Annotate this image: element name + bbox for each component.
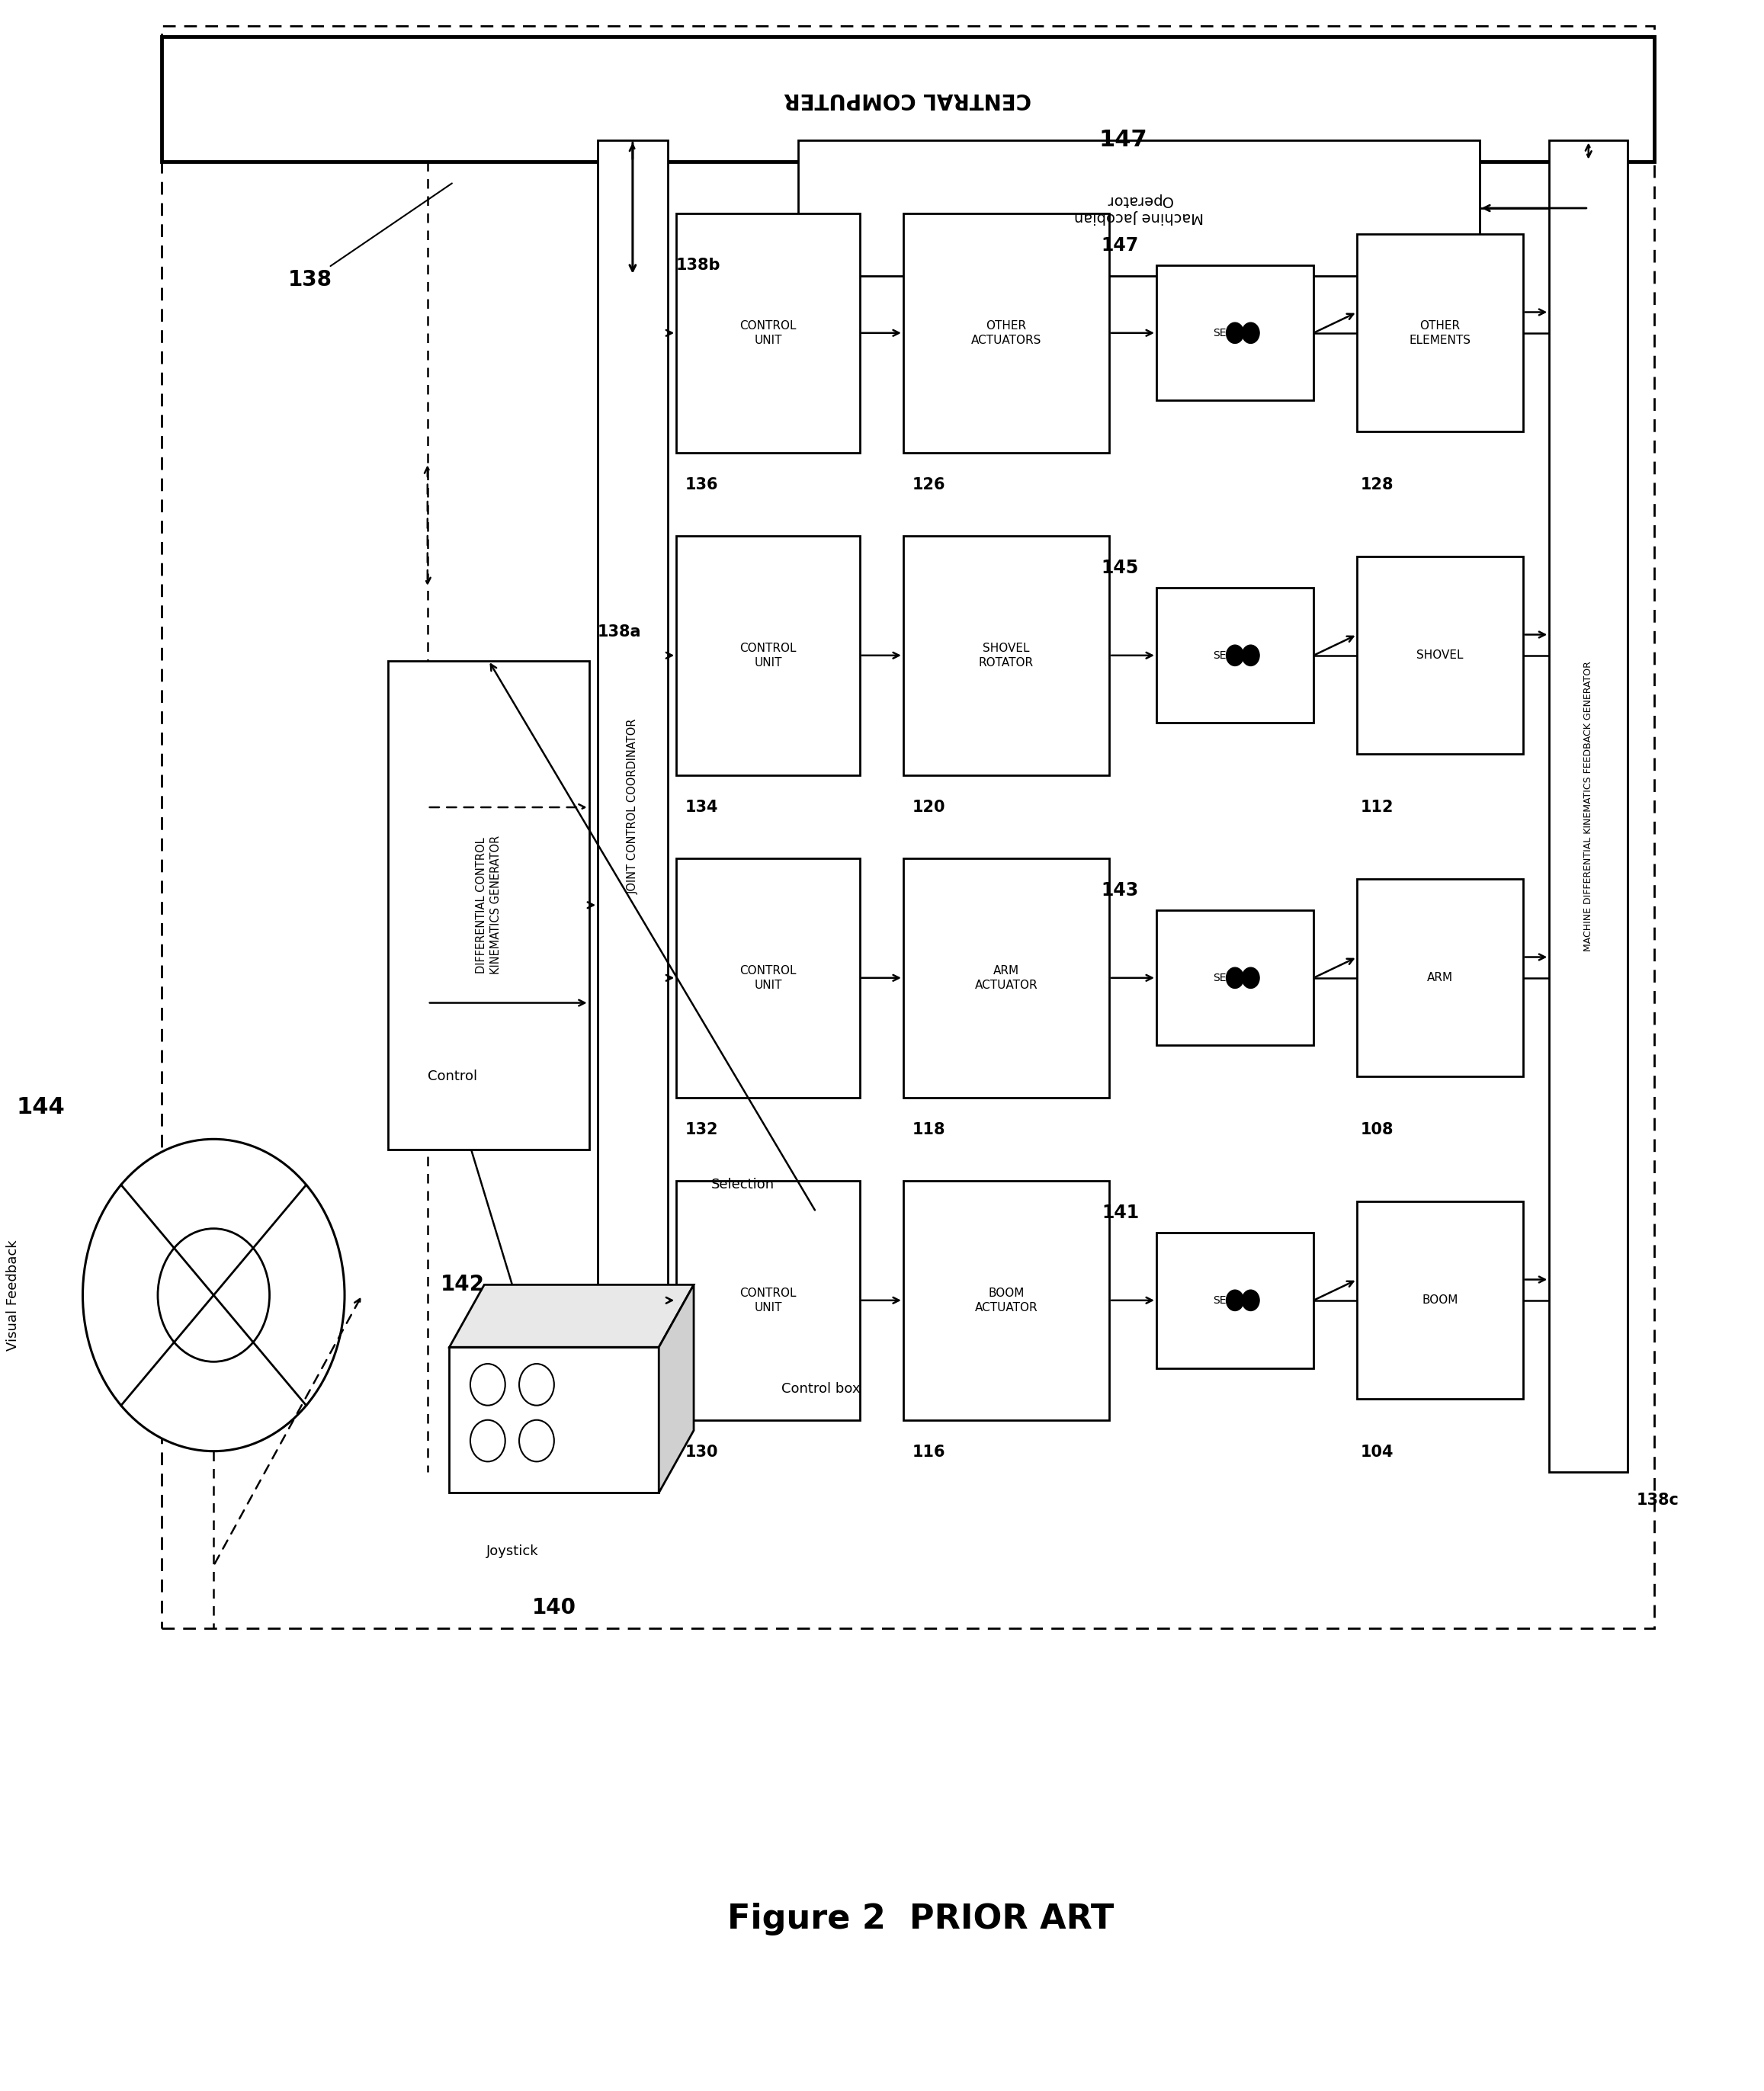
Bar: [799, 140, 1480, 276]
Text: 145: 145: [1101, 558, 1140, 577]
Circle shape: [1242, 1290, 1259, 1311]
Polygon shape: [658, 1284, 693, 1493]
Text: 138: 138: [288, 184, 452, 291]
Bar: [1357, 556, 1522, 755]
Bar: [903, 857, 1110, 1098]
Text: JOINT CONTROL COORDINATOR: JOINT CONTROL COORDINATOR: [626, 719, 639, 895]
Text: 136: 136: [684, 477, 718, 493]
Text: SENSOR: SENSOR: [1214, 328, 1256, 339]
Text: SENSOR: SENSOR: [1214, 972, 1256, 983]
Text: Machine Jacobian
Operator: Machine Jacobian Operator: [1074, 192, 1203, 224]
Polygon shape: [450, 1347, 658, 1493]
Bar: [1157, 266, 1314, 401]
Bar: [1357, 1202, 1522, 1399]
Text: 128: 128: [1360, 477, 1394, 493]
Bar: [598, 140, 667, 1472]
Text: 126: 126: [912, 477, 946, 493]
Text: 138b: 138b: [676, 257, 721, 274]
Circle shape: [471, 1420, 505, 1462]
Text: CONTROL
UNIT: CONTROL UNIT: [739, 320, 796, 345]
Circle shape: [83, 1140, 344, 1451]
Bar: [1357, 234, 1522, 431]
Text: 116: 116: [912, 1445, 946, 1460]
Bar: [676, 213, 859, 452]
Text: 134: 134: [684, 801, 718, 815]
Circle shape: [1226, 644, 1244, 665]
Text: CENTRAL COMPUTER: CENTRAL COMPUTER: [783, 88, 1032, 109]
Text: Control: Control: [427, 1071, 478, 1083]
Text: SHOVEL
ROTATOR: SHOVEL ROTATOR: [979, 642, 1034, 669]
Bar: [1549, 140, 1628, 1472]
Bar: [903, 535, 1110, 776]
Text: OTHER
ELEMENTS: OTHER ELEMENTS: [1409, 320, 1471, 345]
Bar: [161, 36, 1655, 161]
Text: 143: 143: [1101, 882, 1140, 899]
Text: DIFFERENTIAL CONTROL
KINEMATICS GENERATOR: DIFFERENTIAL CONTROL KINEMATICS GENERATO…: [476, 836, 501, 974]
Circle shape: [1242, 644, 1259, 665]
Circle shape: [1226, 322, 1244, 343]
Circle shape: [519, 1420, 554, 1462]
Circle shape: [471, 1363, 505, 1405]
Text: SENSOR: SENSOR: [1214, 650, 1256, 661]
Text: 147: 147: [1099, 130, 1148, 151]
Text: BOOM
ACTUATOR: BOOM ACTUATOR: [975, 1288, 1037, 1313]
Text: CONTROL
UNIT: CONTROL UNIT: [739, 966, 796, 991]
Text: CONTROL
UNIT: CONTROL UNIT: [739, 642, 796, 669]
Text: BOOM: BOOM: [1422, 1294, 1459, 1307]
Text: 112: 112: [1360, 801, 1394, 815]
Text: 140: 140: [533, 1598, 577, 1618]
Text: Joystick: Joystick: [487, 1545, 538, 1558]
Text: MACHINE DIFFERENTIAL KINEMATICS FEEDBACK GENERATOR: MACHINE DIFFERENTIAL KINEMATICS FEEDBACK…: [1584, 661, 1593, 951]
Text: Control box: Control box: [781, 1382, 859, 1395]
Text: 132: 132: [684, 1123, 718, 1138]
Text: Selection: Selection: [711, 1177, 774, 1192]
Text: 120: 120: [912, 801, 946, 815]
Text: SENSOR: SENSOR: [1214, 1294, 1256, 1305]
Text: ARM
ACTUATOR: ARM ACTUATOR: [975, 966, 1037, 991]
Circle shape: [1242, 322, 1259, 343]
Bar: [1357, 878, 1522, 1077]
Text: 108: 108: [1360, 1123, 1394, 1138]
Bar: [903, 1181, 1110, 1420]
Text: 147: 147: [1101, 236, 1140, 255]
Text: 138c: 138c: [1637, 1493, 1679, 1508]
Bar: [1157, 588, 1314, 723]
Circle shape: [1226, 968, 1244, 989]
Bar: [1157, 1234, 1314, 1368]
Circle shape: [1226, 1290, 1244, 1311]
Text: 142: 142: [441, 1273, 485, 1294]
Bar: [903, 213, 1110, 452]
Circle shape: [1242, 968, 1259, 989]
Text: 144: 144: [16, 1096, 65, 1119]
Bar: [676, 857, 859, 1098]
Text: OTHER
ACTUATORS: OTHER ACTUATORS: [970, 320, 1041, 345]
Text: CONTROL
UNIT: CONTROL UNIT: [739, 1288, 796, 1313]
Text: ARM: ARM: [1427, 972, 1454, 983]
Bar: [161, 25, 1655, 1629]
Bar: [388, 661, 589, 1150]
Text: 138a: 138a: [598, 625, 642, 640]
Text: 130: 130: [684, 1445, 718, 1460]
Text: Visual Feedback: Visual Feedback: [5, 1240, 19, 1351]
Bar: [676, 1181, 859, 1420]
Text: Figure 2  PRIOR ART: Figure 2 PRIOR ART: [727, 1903, 1115, 1936]
Text: SHOVEL: SHOVEL: [1416, 650, 1464, 661]
Bar: [1157, 910, 1314, 1046]
Text: 104: 104: [1360, 1445, 1394, 1460]
Polygon shape: [450, 1284, 693, 1347]
Circle shape: [519, 1363, 554, 1405]
Bar: [676, 535, 859, 776]
Circle shape: [157, 1230, 270, 1361]
Text: 141: 141: [1101, 1204, 1140, 1223]
Text: 118: 118: [912, 1123, 946, 1138]
